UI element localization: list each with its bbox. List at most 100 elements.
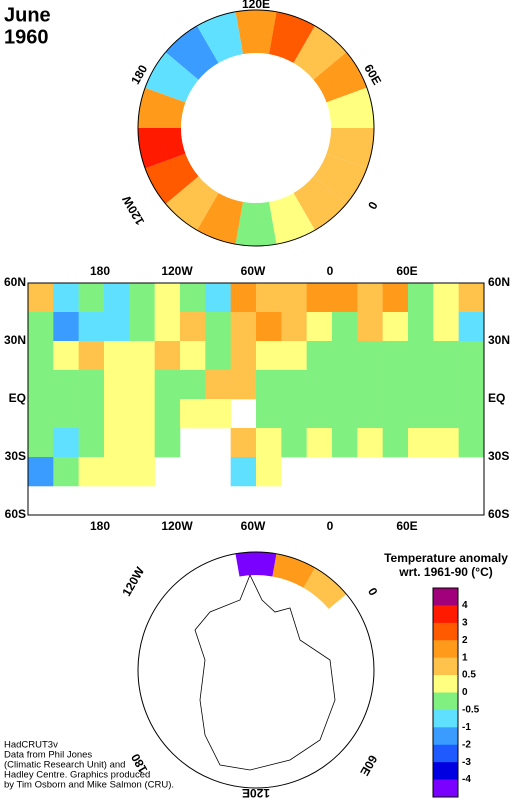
anomaly-cell <box>458 428 485 458</box>
anomaly-cell <box>180 370 206 400</box>
anomaly-cell <box>129 457 155 487</box>
anomaly-cell <box>357 428 383 458</box>
polar-cell <box>303 567 347 609</box>
anomaly-cell <box>104 428 130 458</box>
anomaly-cell <box>53 428 79 458</box>
anomaly-cell <box>357 341 383 371</box>
legend-swatch <box>433 622 458 641</box>
legend-frame <box>432 587 459 798</box>
anomaly-cell <box>357 312 383 342</box>
south-label: 120W <box>119 564 147 599</box>
legend-label: 3 <box>462 617 468 628</box>
south-label: 0 <box>365 585 381 598</box>
anomaly-cell <box>230 341 257 371</box>
north-label: 120E <box>242 0 270 11</box>
polar-cell <box>145 52 199 103</box>
anomaly-cell <box>129 312 155 342</box>
anomaly-cell <box>408 399 434 429</box>
anomaly-cell <box>53 283 79 313</box>
anomaly-cell <box>458 399 485 429</box>
anomaly-cell <box>154 399 181 429</box>
legend-label: -3 <box>462 757 471 768</box>
lon-label: 60W <box>241 264 266 278</box>
anomaly-cell <box>53 312 79 342</box>
anomaly-cell <box>306 283 333 313</box>
anomaly-cell <box>78 457 105 487</box>
anomaly-cell <box>332 428 358 458</box>
anomaly-cell <box>306 370 333 400</box>
anomaly-cell <box>78 399 105 429</box>
anomaly-cell <box>78 341 105 371</box>
polar-cell <box>326 87 374 128</box>
anomaly-cell <box>230 428 257 458</box>
anomaly-cell <box>382 341 409 371</box>
lon-label: 180 <box>90 519 110 533</box>
anomaly-cell <box>306 428 333 458</box>
anomaly-cell <box>458 312 485 342</box>
legend-label: 1 <box>462 652 468 663</box>
anomaly-cell <box>256 283 282 313</box>
anomaly-cell <box>205 399 231 429</box>
anomaly-cell <box>256 457 282 487</box>
legend-swatch <box>433 762 458 780</box>
anomaly-cell <box>129 399 155 429</box>
anomaly-cell <box>28 312 54 342</box>
lon-label: 0 <box>327 519 334 533</box>
legend-label: -1 <box>462 722 471 733</box>
anomaly-cell <box>104 399 130 429</box>
polar-cell <box>235 10 277 55</box>
legend-swatch <box>433 709 458 728</box>
anomaly-cell <box>180 312 206 342</box>
anomaly-cell <box>78 370 105 400</box>
anomaly-cell <box>205 370 231 400</box>
anomaly-cell <box>408 428 434 458</box>
legend-label: 4 <box>462 600 468 611</box>
anomaly-cell <box>180 399 206 429</box>
credit: Data from Phil Jones <box>4 750 92 761</box>
polar-cell <box>145 153 199 204</box>
lat-label: 30S <box>488 449 509 463</box>
anomaly-cell <box>458 341 485 371</box>
lat-label: 60N <box>488 275 510 289</box>
anomaly-cell <box>28 399 54 429</box>
north-label: 0 <box>365 199 381 212</box>
main-frame <box>27 282 485 516</box>
legend-swatch <box>433 692 458 711</box>
anomaly-cell <box>281 428 307 458</box>
anomaly-cell <box>28 341 54 371</box>
lat-label: EQ <box>9 391 26 405</box>
legend-swatch <box>433 657 458 676</box>
anomaly-cell <box>256 341 282 371</box>
anomaly-cell <box>332 312 358 342</box>
legend-title: wrt. 1961-90 (°C) <box>398 565 493 579</box>
polar-cell <box>197 11 243 64</box>
anomaly-cell <box>433 399 459 429</box>
anomaly-cell <box>458 283 485 313</box>
legend: 4 3 2 1 0.5 0 -0.5 -1 -2 -3 -4 <box>432 587 480 798</box>
anomaly-cell <box>180 283 206 313</box>
anomaly-cell <box>408 312 434 342</box>
main-labels: 180 180 120W 120W 60W 60W 0 0 60E 60E 60N 60N 30N 30N… <box>4 264 510 533</box>
legend-swatch <box>433 727 458 746</box>
anomaly-cell <box>306 399 333 429</box>
anomaly-cell <box>129 370 155 400</box>
anomaly-cell <box>28 283 54 313</box>
lon-label: 120W <box>161 519 193 533</box>
anomaly-cell <box>382 370 409 400</box>
anomaly-cell <box>433 312 459 342</box>
anomaly-cell <box>129 341 155 371</box>
anomaly-cell <box>28 457 54 487</box>
polar-cell <box>269 192 315 245</box>
anomaly-cell <box>281 312 307 342</box>
anomaly-cell <box>281 399 307 429</box>
lat-label: 60N <box>4 275 26 289</box>
credit: (Climatic Research Unit) and <box>4 760 125 771</box>
anomaly-cell <box>357 283 383 313</box>
anomaly-cell <box>104 283 130 313</box>
anomaly-cell <box>332 399 358 429</box>
anomaly-cell <box>357 399 383 429</box>
anomaly-cell <box>256 370 282 400</box>
anomaly-cell <box>256 312 282 342</box>
anomaly-cell <box>281 370 307 400</box>
anomaly-cell <box>53 370 79 400</box>
